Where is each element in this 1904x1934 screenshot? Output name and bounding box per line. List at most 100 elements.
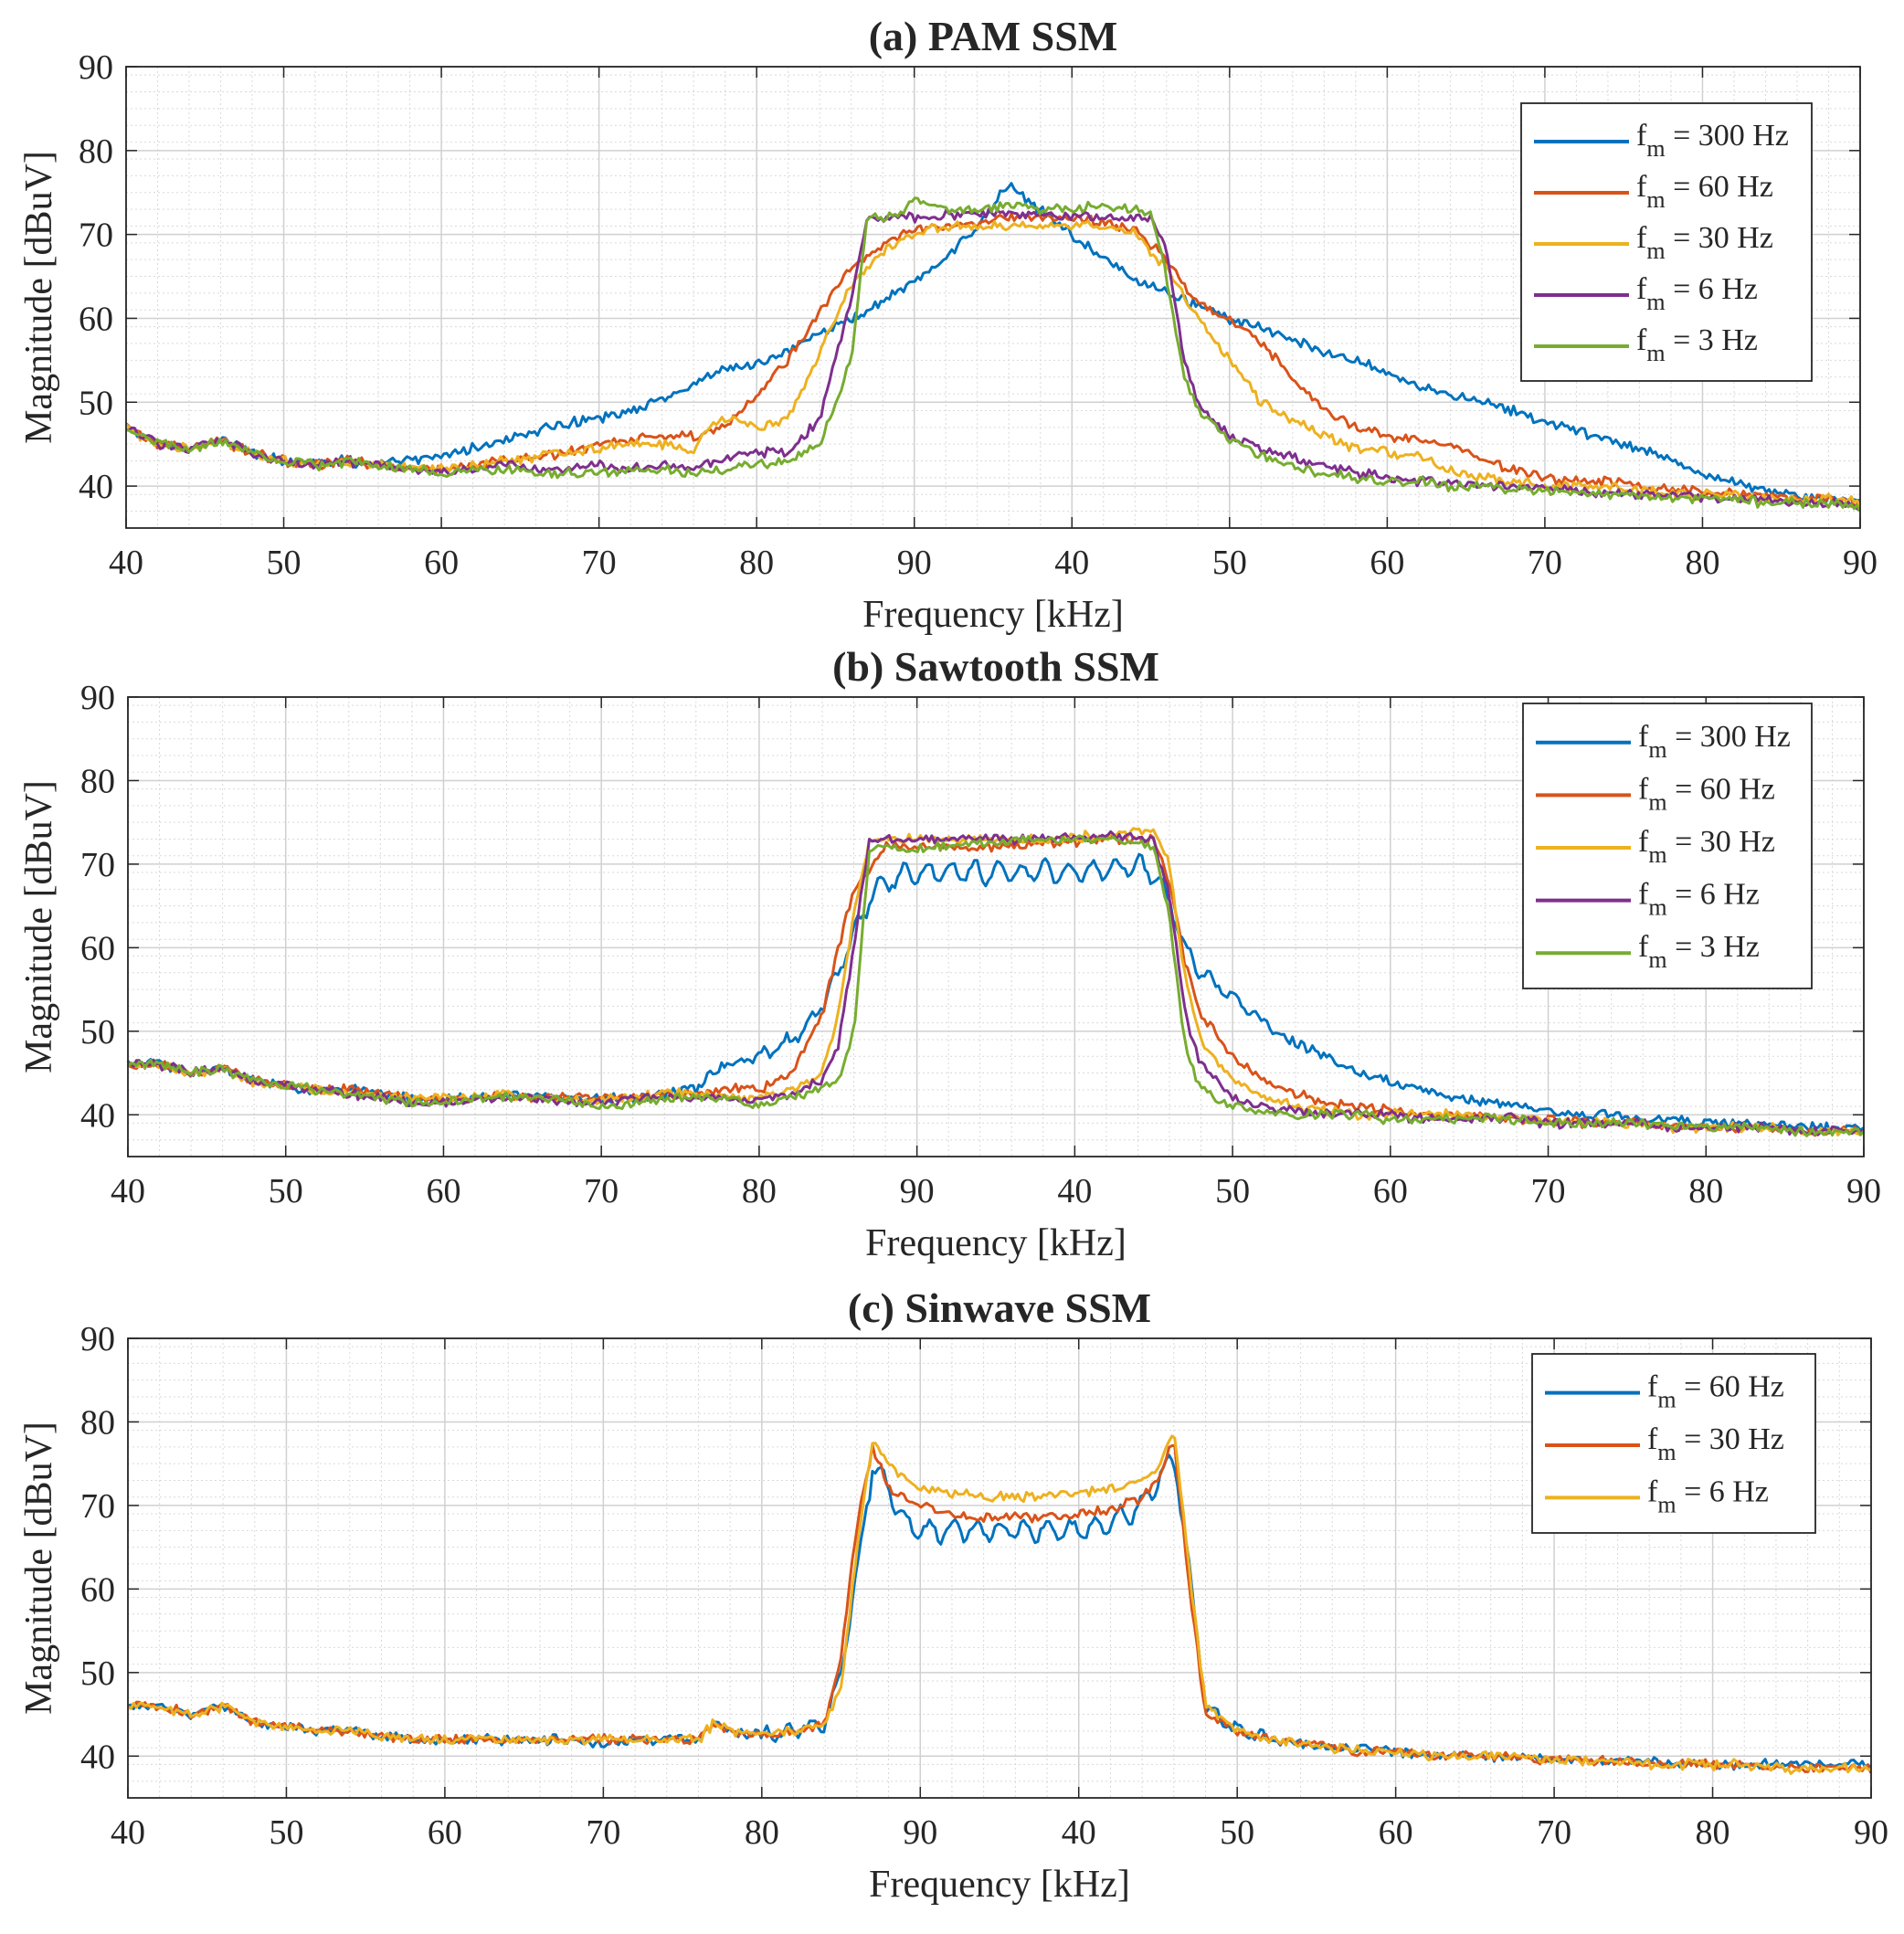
y-tick-label: 40 xyxy=(79,468,113,506)
y-tick-label: 40 xyxy=(80,1738,115,1776)
legend-label: fm = 60 Hz xyxy=(1636,170,1773,213)
y-tick-label: 70 xyxy=(80,1487,115,1526)
series-line-6-hz xyxy=(126,830,1864,1136)
x-tick-label: 60 xyxy=(428,1813,462,1852)
legend-item: fm = 6 Hz xyxy=(1545,1474,1769,1517)
chart-title: (b) Sawtooth SSM xyxy=(832,643,1159,690)
y-axis-label: Magnitude [dBuV] xyxy=(18,1421,60,1715)
chart-title: (a) PAM SSM xyxy=(869,13,1118,59)
legend: fm = 300 Hz fm = 60 Hz fm = 30 Hz fm = 6 Hz… xyxy=(1522,703,1813,989)
x-tick-label: 80 xyxy=(742,1172,777,1210)
legend-label: fm = 60 Hz xyxy=(1638,772,1775,815)
x-tick-label: 60 xyxy=(1379,1813,1413,1852)
legend-label: fm = 6 Hz xyxy=(1638,878,1760,921)
legend-item: fm = 6 Hz xyxy=(1536,878,1760,921)
x-tick-label: 60 xyxy=(426,1172,460,1210)
series-group xyxy=(127,1434,1873,1775)
y-tick-label: 40 xyxy=(80,1096,115,1135)
legend-item: fm = 30 Hz xyxy=(1545,1422,1784,1465)
y-tick-label: 60 xyxy=(80,1570,115,1609)
legend-item: fm = 300 Hz xyxy=(1534,119,1789,162)
x-tick-label: 60 xyxy=(1373,1172,1408,1210)
chart-panel-2: 40 50 60 70 80 90 40 50 60 70 80 90 40 50 60 70 80 90 (b) … xyxy=(18,643,1881,1264)
series-line-30-hz xyxy=(127,1443,1873,1774)
axes-box xyxy=(127,1337,1872,1799)
x-tick-label: 90 xyxy=(897,544,932,582)
y-tick-label: 80 xyxy=(79,132,113,171)
x-tick-label: 70 xyxy=(582,544,617,582)
y-axis-label: Magnitude [dBuV] xyxy=(18,151,60,444)
tick-marks xyxy=(125,66,1861,528)
x-tick-label: 40 xyxy=(1054,544,1089,582)
chart-panel-3: 40 50 60 70 80 90 40 50 60 70 80 90 40 50 60 70 80 90 (c) … xyxy=(18,1284,1888,1906)
legend-label: fm = 30 Hz xyxy=(1636,221,1773,264)
series-line-3-hz xyxy=(126,834,1865,1137)
y-tick-label: 90 xyxy=(80,1320,115,1358)
y-axis-label: Magnitude [dBuV] xyxy=(18,780,60,1073)
legend-item: fm = 30 Hz xyxy=(1536,825,1775,868)
series-line-3-hz xyxy=(125,196,1862,513)
x-tick-label: 80 xyxy=(1688,1172,1723,1210)
x-axis-label: Frequency [kHz] xyxy=(869,1864,1130,1906)
x-tick-label: 40 xyxy=(111,1172,145,1210)
x-tick-label: 70 xyxy=(586,1813,620,1852)
x-tick-label: 80 xyxy=(745,1813,779,1852)
x-tick-label: 80 xyxy=(1685,544,1719,582)
legend-item: fm = 300 Hz xyxy=(1536,720,1791,763)
legend-label: fm = 60 Hz xyxy=(1647,1370,1784,1413)
y-tick-label: 50 xyxy=(80,1654,115,1693)
minor-grid xyxy=(128,697,1864,1157)
x-tick-label: 80 xyxy=(739,544,774,582)
legend-label: fm = 3 Hz xyxy=(1636,323,1758,366)
y-tick-label: 80 xyxy=(80,762,115,800)
legend-item: fm = 3 Hz xyxy=(1536,930,1760,973)
legend-item: fm = 60 Hz xyxy=(1534,170,1773,213)
x-tick-label: 90 xyxy=(900,1172,935,1210)
series-line-6-hz xyxy=(127,1434,1872,1775)
chart-title: (c) Sinwave SSM xyxy=(848,1284,1151,1331)
legend: fm = 300 Hz fm = 60 Hz fm = 30 Hz fm = 6 Hz… xyxy=(1520,102,1813,382)
x-tick-label: 60 xyxy=(424,544,459,582)
series-group xyxy=(125,182,1862,513)
x-tick-label: 50 xyxy=(1220,1813,1254,1852)
legend-label: fm = 300 Hz xyxy=(1636,119,1789,162)
x-tick-label: 50 xyxy=(269,1813,303,1852)
legend-label: fm = 30 Hz xyxy=(1647,1422,1784,1465)
tick-marks xyxy=(127,1337,1872,1798)
x-tick-label: 40 xyxy=(1062,1813,1096,1852)
x-tick-label: 90 xyxy=(1854,1813,1888,1852)
x-tick-label: 90 xyxy=(1846,1172,1881,1210)
x-tick-label: 50 xyxy=(269,1172,303,1210)
legend: fm = 60 Hz fm = 30 Hz fm = 6 Hz xyxy=(1531,1353,1816,1534)
axes-box xyxy=(127,696,1865,1157)
legend-item: fm = 60 Hz xyxy=(1545,1370,1784,1413)
x-tick-label: 50 xyxy=(267,544,301,582)
legend-item: fm = 30 Hz xyxy=(1534,221,1773,264)
y-tick-label: 90 xyxy=(80,679,115,717)
y-tick-label: 60 xyxy=(79,300,113,338)
y-tick-label: 50 xyxy=(79,384,113,422)
x-tick-label: 70 xyxy=(1528,544,1562,582)
x-tick-label: 40 xyxy=(111,1813,145,1852)
y-tick-label: 90 xyxy=(79,48,113,87)
y-tick-label: 60 xyxy=(80,929,115,967)
y-tick-label: 80 xyxy=(80,1403,115,1442)
legend-label: fm = 300 Hz xyxy=(1638,720,1791,763)
chart-panel-1: 40 50 60 70 80 90 40 50 60 70 80 90 40 50 60 70 80 90 (a) … xyxy=(18,13,1878,636)
x-tick-label: 70 xyxy=(1537,1813,1571,1852)
x-tick-label: 90 xyxy=(903,1813,937,1852)
series-group xyxy=(126,827,1865,1137)
x-tick-label: 70 xyxy=(584,1172,619,1210)
x-tick-label: 50 xyxy=(1215,1172,1250,1210)
legend-label: fm = 6 Hz xyxy=(1647,1474,1769,1517)
legend-item: fm = 6 Hz xyxy=(1534,272,1758,315)
y-tick-label: 50 xyxy=(80,1013,115,1052)
x-tick-label: 90 xyxy=(1843,544,1878,582)
x-tick-label: 70 xyxy=(1531,1172,1566,1210)
x-axis-label: Frequency [kHz] xyxy=(862,594,1124,636)
tick-marks xyxy=(127,696,1865,1157)
x-tick-label: 80 xyxy=(1696,1813,1730,1852)
legend-label: fm = 30 Hz xyxy=(1638,825,1775,868)
legend-label: fm = 3 Hz xyxy=(1638,930,1760,973)
